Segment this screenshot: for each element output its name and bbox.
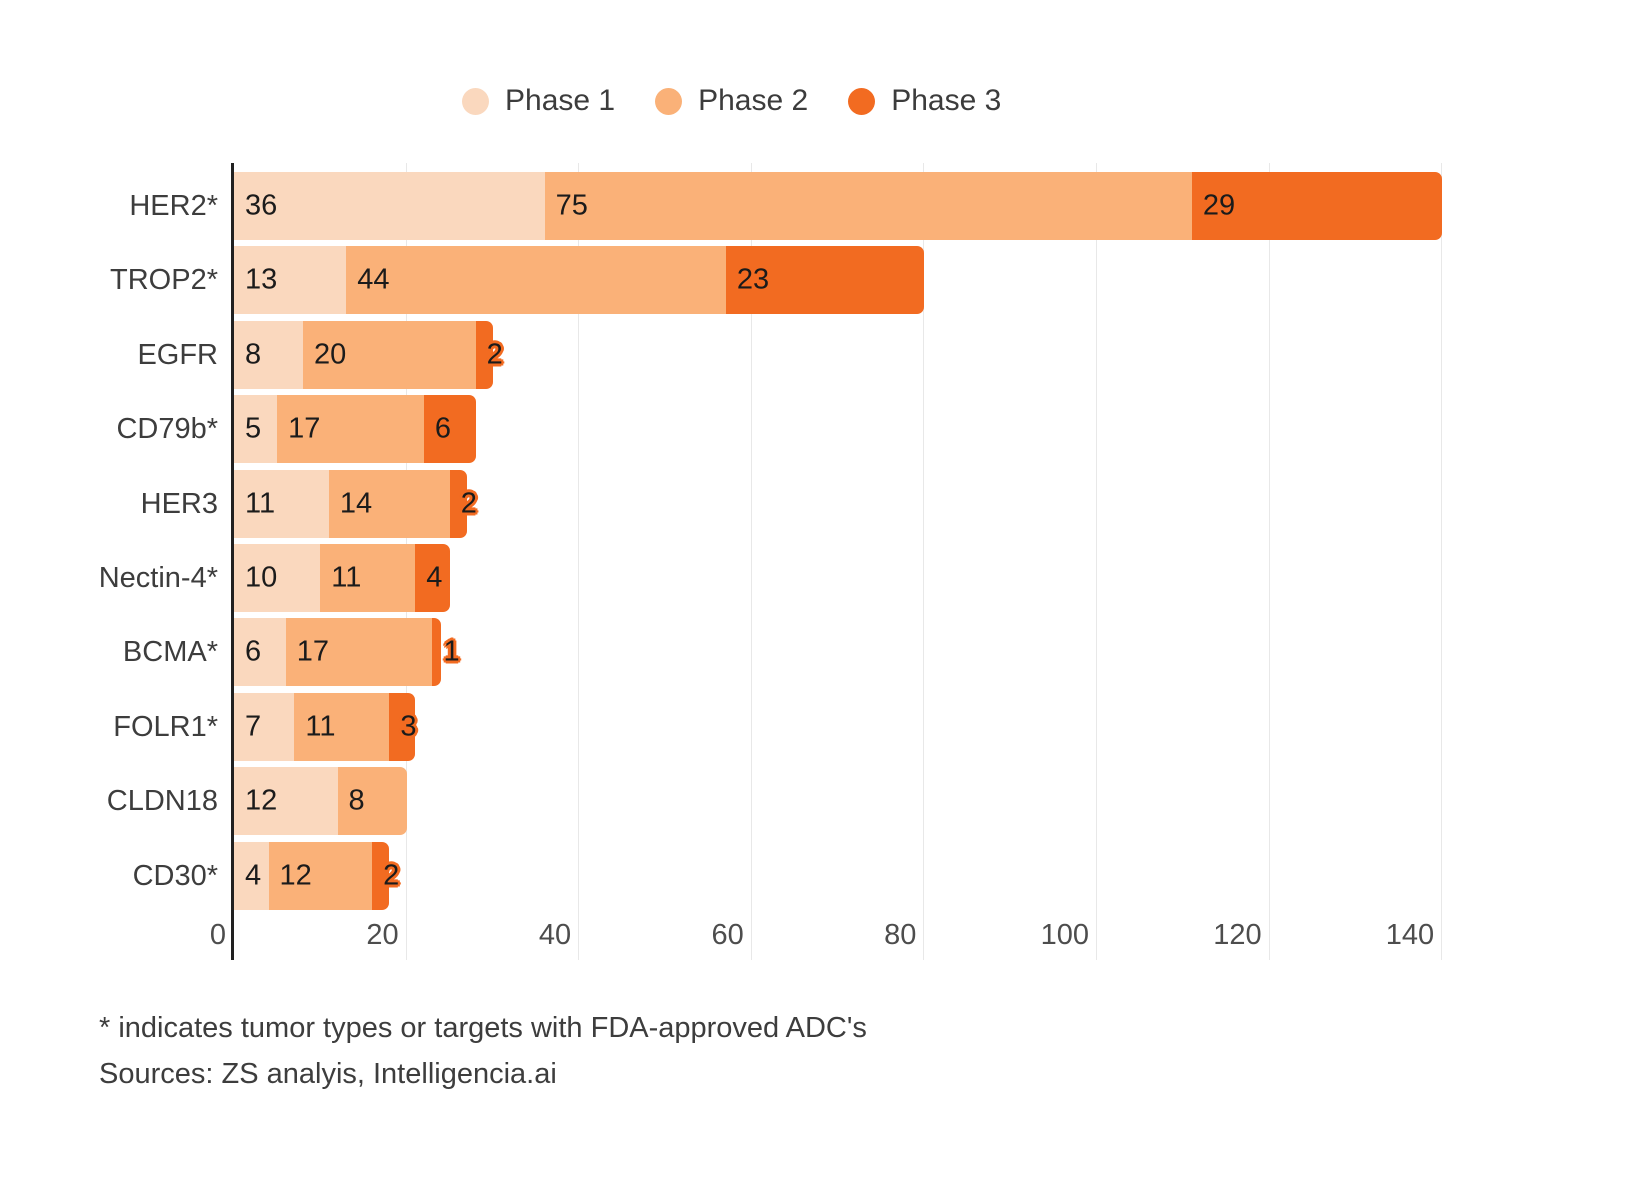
value-label: 6 [434,412,451,445]
legend-swatch-circle-icon [848,87,876,115]
stacked-bar-chart: HER2* 36 75 29 TROP2* 13 44 23 EGFR 8 20 2 CD79b* 5 17… [0,163,1628,993]
x-axis-tick-label: 60 [711,919,744,951]
category-label: HER2* [129,190,218,222]
x-axis-tick-label: 80 [884,919,917,951]
value-label: 4 [426,561,443,594]
bar-segment-phase-1: 4 [234,841,269,910]
x-axis-tick-label: 120 [1213,919,1262,951]
bar-segment-phase-2: 12 [268,841,373,910]
bar-segment-phase-3: 2 [475,320,503,389]
y-axis-line [231,163,234,960]
value-label: 2 [383,859,400,892]
gridline [578,163,580,960]
footnote-asterisk: * indicates tumor types or targets with … [99,1012,867,1044]
value-label: 17 [288,412,321,445]
value-label: 75 [555,189,588,222]
value-label: 8 [245,338,262,371]
legend: Phase 1 Phase 2 Phase 3 [462,84,1001,118]
value-label: 11 [305,710,336,743]
bar-segment-phase-2: 14 [328,469,450,538]
value-label: 17 [296,635,330,668]
footnote-sources: Sources: ZS analyis, Intelligencia.ai [99,1058,557,1090]
x-axis-tick-label: 140 [1385,919,1435,951]
bar-segment-phase-3: 1 [432,618,460,687]
x-axis-tick-label: 100 [1040,919,1089,951]
bar-segment-phase-1: 6 [234,618,286,687]
bar-segment-phase-3: 23 [725,246,925,315]
value-label: 1 [443,635,460,668]
legend-item-phase-3: Phase 3 [848,84,1001,118]
bar-segment-phase-2: 8 [337,767,407,836]
x-axis-tick-label: 20 [366,919,399,951]
category-label: FOLR1* [113,710,218,743]
bar-segment-phase-2: 11 [320,544,416,612]
legend-swatch-circle-icon [655,87,683,115]
bar-segment-phase-2: 75 [544,172,1192,240]
bar-segment-phase-1: 12 [234,767,338,836]
value-label: 3 [400,710,417,743]
x-axis-tick-label: 0 [209,919,226,951]
gridline [923,163,925,960]
category-label: CLDN18 [106,785,218,818]
value-label: 36 [245,189,278,222]
value-label: 29 [1202,189,1236,222]
value-label: 10 [245,561,278,594]
category-label: CD79b* [116,413,218,446]
bar-segment-phase-3: 4 [415,544,450,612]
bar-segment-phase-2: 17 [285,618,433,687]
value-label: 2 [486,338,503,371]
category-label: BCMA* [122,636,218,669]
x-axis-tick-label: 40 [538,919,572,951]
value-label: 7 [245,710,262,743]
value-label: 4 [245,859,262,892]
value-label: 5 [245,412,262,445]
gridline [1096,163,1097,960]
bar-segment-phase-3: 29 [1191,172,1443,240]
category-label: Nectin-4* [98,562,218,594]
legend-item-phase-2: Phase 2 [655,84,808,118]
legend-swatch-circle-icon [462,87,489,115]
value-label: 13 [245,263,278,296]
gridline [1268,163,1270,960]
value-label: 12 [245,784,278,817]
bar-segment-phase-3: 6 [423,395,476,464]
bar-segment-phase-3: 3 [389,692,417,761]
bar-segment-phase-1: 8 [234,320,304,389]
value-label: 2 [460,487,477,520]
legend-label: Phase 2 [698,84,809,117]
legend-item-phase-1: Phase 1 [462,84,615,118]
category-label: HER3 [140,487,218,520]
value-label: 14 [339,487,373,520]
category-label: CD30* [132,859,218,892]
bar-segment-phase-1: 11 [234,469,329,538]
value-label: 12 [279,859,312,892]
bar-segment-phase-3: 2 [372,841,399,910]
value-label: 11 [331,561,362,594]
bar-segment-phase-1: 36 [234,172,545,240]
gridline [1441,163,1443,960]
bar-segment-phase-2: 44 [346,246,726,315]
value-label: 6 [245,635,262,668]
legend-label: Phase 1 [505,84,616,117]
bar-segment-phase-3: 2 [449,469,477,538]
category-label: EGFR [137,338,218,371]
value-label: 23 [736,263,770,296]
value-label: 8 [348,784,365,817]
value-label: 11 [245,487,276,520]
bar-segment-phase-1: 7 [234,692,295,761]
bar-segment-phase-1: 10 [234,544,321,612]
bar-segment-phase-2: 11 [294,692,390,761]
value-label: 20 [314,338,347,371]
legend-label: Phase 3 [891,84,1002,117]
value-label: 44 [357,263,390,296]
gridline [750,163,752,960]
bar-segment-phase-2: 17 [277,395,424,464]
bar-segment-phase-1: 5 [234,395,278,464]
bar-segment-phase-1: 13 [234,246,347,315]
category-label: TROP2* [110,264,218,297]
bar-segment-phase-2: 20 [303,320,476,389]
